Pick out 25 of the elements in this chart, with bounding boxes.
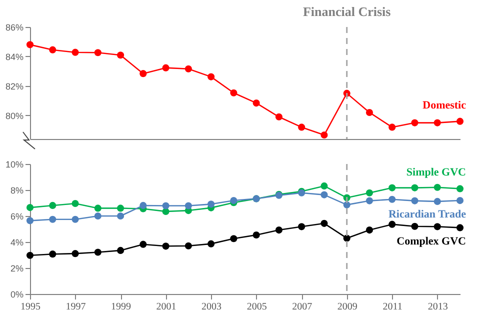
y-tick-label: 8% xyxy=(10,186,24,196)
y-tick-label: 6% xyxy=(10,212,24,222)
x-tick-label: 1997 xyxy=(66,302,86,312)
y-tick-label: 82% xyxy=(5,81,24,92)
series-label: Domestic xyxy=(422,99,466,112)
x-tick-label: 2009 xyxy=(337,302,358,312)
y-tick-label: 4% xyxy=(10,238,24,248)
series-label: Complex GVC xyxy=(396,236,466,248)
y-tick-label: 0% xyxy=(10,290,24,300)
y-tick-label: 80% xyxy=(5,110,24,121)
x-tick-label: 2005 xyxy=(246,302,267,312)
x-tick-label: 2007 xyxy=(292,302,312,312)
x-tick-label: 2001 xyxy=(156,302,176,312)
y-tick-label: 2% xyxy=(10,264,24,274)
ref-line-label: Financial Crisis xyxy=(302,4,391,19)
series-label: Simple GVC xyxy=(406,166,466,179)
y-tick-label: 86% xyxy=(5,22,24,32)
x-tick-label: 1995 xyxy=(20,302,40,312)
series-label: Ricardian Trade xyxy=(388,208,466,221)
y-tick-label: 84% xyxy=(5,52,24,62)
x-tick-label: 1999 xyxy=(111,302,132,312)
y-tick-label: 10% xyxy=(5,160,24,170)
x-tick-label: 2011 xyxy=(382,302,402,312)
x-tick-label: 2013 xyxy=(428,302,448,312)
x-tick-label: 2003 xyxy=(202,302,222,312)
